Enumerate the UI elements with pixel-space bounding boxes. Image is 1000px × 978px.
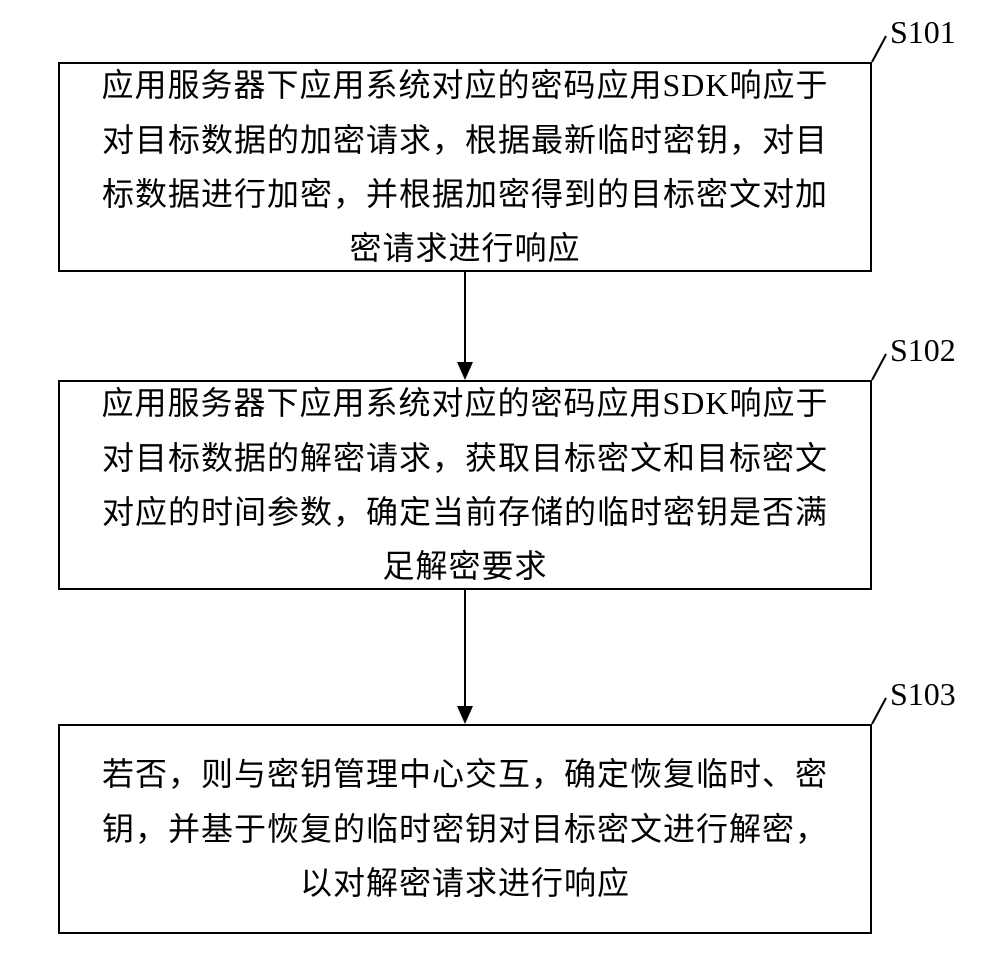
label-s101: S101 — [890, 14, 956, 51]
step-s101-text: 应用服务器下应用系统对应的密码应用SDK响应于对目标数据的加密请求，根据最新临时… — [88, 58, 842, 276]
step-s103: 若否，则与密钥管理中心交互，确定恢复临时、密钥，并基于恢复的临时密钥对目标密文进… — [58, 724, 872, 934]
step-s102-text: 应用服务器下应用系统对应的密码应用SDK响应于对目标数据的解密请求，获取目标密文… — [88, 376, 842, 594]
arrow-s102-s103 — [456, 590, 474, 726]
label-s102: S102 — [890, 332, 956, 369]
flowchart-canvas: S101 应用服务器下应用系统对应的密码应用SDK响应于对目标数据的加密请求，根… — [0, 0, 1000, 978]
arrow-s101-s102 — [456, 272, 474, 382]
step-s103-text: 若否，则与密钥管理中心交互，确定恢复临时、密钥，并基于恢复的临时密钥对目标密文进… — [88, 747, 842, 910]
label-s103: S103 — [890, 676, 956, 713]
step-s102: 应用服务器下应用系统对应的密码应用SDK响应于对目标数据的解密请求，获取目标密文… — [58, 380, 872, 590]
step-s101: 应用服务器下应用系统对应的密码应用SDK响应于对目标数据的加密请求，根据最新临时… — [58, 62, 872, 272]
